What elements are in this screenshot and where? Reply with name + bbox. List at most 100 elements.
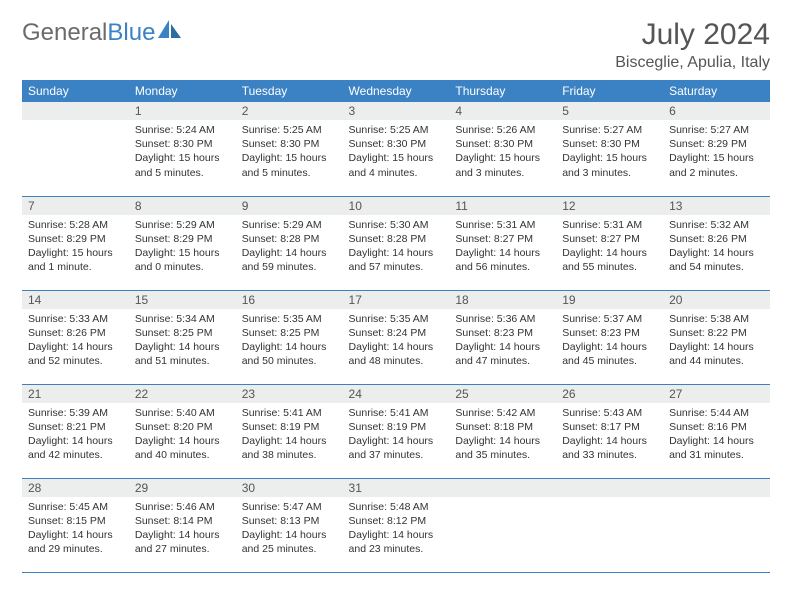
sunset-line: Sunset: 8:19 PM [349,420,444,434]
sunrise-line: Sunrise: 5:25 AM [349,123,444,137]
day-number: 12 [556,197,663,215]
sunset-line: Sunset: 8:30 PM [135,137,230,151]
calendar-cell: 7Sunrise: 5:28 AMSunset: 8:29 PMDaylight… [22,196,129,290]
day-number: 6 [663,102,770,120]
sunset-line: Sunset: 8:25 PM [135,326,230,340]
header-right: July 2024 Bisceglie, Apulia, Italy [615,18,770,72]
day-content: Sunrise: 5:31 AMSunset: 8:27 PMDaylight:… [556,215,663,279]
day-number: 19 [556,291,663,309]
sunset-line: Sunset: 8:20 PM [135,420,230,434]
day-content: Sunrise: 5:48 AMSunset: 8:12 PMDaylight:… [343,497,450,561]
calendar-cell: 3Sunrise: 5:25 AMSunset: 8:30 PMDaylight… [343,102,450,196]
calendar-cell: 8Sunrise: 5:29 AMSunset: 8:29 PMDaylight… [129,196,236,290]
sunrise-line: Sunrise: 5:42 AM [455,406,550,420]
daylight-line: Daylight: 14 hours and 42 minutes. [28,434,123,462]
calendar-body: 1Sunrise: 5:24 AMSunset: 8:30 PMDaylight… [22,102,770,572]
calendar-cell: 5Sunrise: 5:27 AMSunset: 8:30 PMDaylight… [556,102,663,196]
day-number: 13 [663,197,770,215]
calendar-cell: 19Sunrise: 5:37 AMSunset: 8:23 PMDayligh… [556,290,663,384]
day-number: 16 [236,291,343,309]
day-content: Sunrise: 5:30 AMSunset: 8:28 PMDaylight:… [343,215,450,279]
day-number: 11 [449,197,556,215]
month-title: July 2024 [615,18,770,52]
page-header: GeneralBlue July 2024 Bisceglie, Apulia,… [22,18,770,72]
daylight-line: Daylight: 14 hours and 33 minutes. [562,434,657,462]
day-number: 1 [129,102,236,120]
sunrise-line: Sunrise: 5:46 AM [135,500,230,514]
day-number: 3 [343,102,450,120]
location-label: Bisceglie, Apulia, Italy [615,54,770,72]
day-content: Sunrise: 5:24 AMSunset: 8:30 PMDaylight:… [129,120,236,184]
sunset-line: Sunset: 8:26 PM [669,232,764,246]
day-number: 26 [556,385,663,403]
day-content: Sunrise: 5:29 AMSunset: 8:29 PMDaylight:… [129,215,236,279]
day-content: Sunrise: 5:28 AMSunset: 8:29 PMDaylight:… [22,215,129,279]
day-content: Sunrise: 5:44 AMSunset: 8:16 PMDaylight:… [663,403,770,467]
sunrise-line: Sunrise: 5:34 AM [135,312,230,326]
calendar-cell: 25Sunrise: 5:42 AMSunset: 8:18 PMDayligh… [449,384,556,478]
sunset-line: Sunset: 8:30 PM [242,137,337,151]
calendar-cell [556,478,663,572]
day-number: 2 [236,102,343,120]
day-number [22,102,129,120]
calendar-cell: 26Sunrise: 5:43 AMSunset: 8:17 PMDayligh… [556,384,663,478]
day-content: Sunrise: 5:43 AMSunset: 8:17 PMDaylight:… [556,403,663,467]
day-content: Sunrise: 5:32 AMSunset: 8:26 PMDaylight:… [663,215,770,279]
day-number: 31 [343,479,450,497]
calendar-cell: 28Sunrise: 5:45 AMSunset: 8:15 PMDayligh… [22,478,129,572]
calendar-cell: 9Sunrise: 5:29 AMSunset: 8:28 PMDaylight… [236,196,343,290]
day-content: Sunrise: 5:41 AMSunset: 8:19 PMDaylight:… [236,403,343,467]
calendar-cell: 6Sunrise: 5:27 AMSunset: 8:29 PMDaylight… [663,102,770,196]
brand-logo: GeneralBlue [22,18,183,47]
calendar-cell: 14Sunrise: 5:33 AMSunset: 8:26 PMDayligh… [22,290,129,384]
day-content: Sunrise: 5:29 AMSunset: 8:28 PMDaylight:… [236,215,343,279]
calendar-head: SundayMondayTuesdayWednesdayThursdayFrid… [22,80,770,102]
calendar-cell: 23Sunrise: 5:41 AMSunset: 8:19 PMDayligh… [236,384,343,478]
daylight-line: Daylight: 14 hours and 31 minutes. [669,434,764,462]
sunrise-line: Sunrise: 5:27 AM [562,123,657,137]
daylight-line: Daylight: 14 hours and 50 minutes. [242,340,337,368]
sunrise-line: Sunrise: 5:32 AM [669,218,764,232]
calendar-cell: 31Sunrise: 5:48 AMSunset: 8:12 PMDayligh… [343,478,450,572]
daylight-line: Daylight: 15 hours and 1 minute. [28,246,123,274]
day-number: 29 [129,479,236,497]
day-content: Sunrise: 5:31 AMSunset: 8:27 PMDaylight:… [449,215,556,279]
calendar-cell: 15Sunrise: 5:34 AMSunset: 8:25 PMDayligh… [129,290,236,384]
day-number: 30 [236,479,343,497]
sunset-line: Sunset: 8:14 PM [135,514,230,528]
day-number: 15 [129,291,236,309]
day-content: Sunrise: 5:36 AMSunset: 8:23 PMDaylight:… [449,309,556,373]
calendar-cell: 29Sunrise: 5:46 AMSunset: 8:14 PMDayligh… [129,478,236,572]
sunset-line: Sunset: 8:18 PM [455,420,550,434]
day-number: 22 [129,385,236,403]
calendar-cell: 27Sunrise: 5:44 AMSunset: 8:16 PMDayligh… [663,384,770,478]
daylight-line: Daylight: 14 hours and 57 minutes. [349,246,444,274]
calendar-cell: 10Sunrise: 5:30 AMSunset: 8:28 PMDayligh… [343,196,450,290]
day-number: 23 [236,385,343,403]
calendar-cell: 2Sunrise: 5:25 AMSunset: 8:30 PMDaylight… [236,102,343,196]
daylight-line: Daylight: 15 hours and 3 minutes. [455,151,550,179]
daylight-line: Daylight: 14 hours and 54 minutes. [669,246,764,274]
sunset-line: Sunset: 8:16 PM [669,420,764,434]
calendar-cell [22,102,129,196]
sunrise-line: Sunrise: 5:26 AM [455,123,550,137]
daylight-line: Daylight: 15 hours and 4 minutes. [349,151,444,179]
day-content: Sunrise: 5:46 AMSunset: 8:14 PMDaylight:… [129,497,236,561]
daylight-line: Daylight: 14 hours and 37 minutes. [349,434,444,462]
sunrise-line: Sunrise: 5:47 AM [242,500,337,514]
daylight-line: Daylight: 14 hours and 27 minutes. [135,528,230,556]
sunset-line: Sunset: 8:22 PM [669,326,764,340]
day-content: Sunrise: 5:42 AMSunset: 8:18 PMDaylight:… [449,403,556,467]
weekday-header: Monday [129,80,236,102]
sunrise-line: Sunrise: 5:27 AM [669,123,764,137]
day-content: Sunrise: 5:25 AMSunset: 8:30 PMDaylight:… [343,120,450,184]
calendar-cell: 17Sunrise: 5:35 AMSunset: 8:24 PMDayligh… [343,290,450,384]
day-content: Sunrise: 5:35 AMSunset: 8:24 PMDaylight:… [343,309,450,373]
daylight-line: Daylight: 14 hours and 59 minutes. [242,246,337,274]
calendar-cell: 11Sunrise: 5:31 AMSunset: 8:27 PMDayligh… [449,196,556,290]
sunset-line: Sunset: 8:19 PM [242,420,337,434]
sunrise-line: Sunrise: 5:45 AM [28,500,123,514]
calendar-cell: 21Sunrise: 5:39 AMSunset: 8:21 PMDayligh… [22,384,129,478]
sunset-line: Sunset: 8:25 PM [242,326,337,340]
daylight-line: Daylight: 14 hours and 40 minutes. [135,434,230,462]
